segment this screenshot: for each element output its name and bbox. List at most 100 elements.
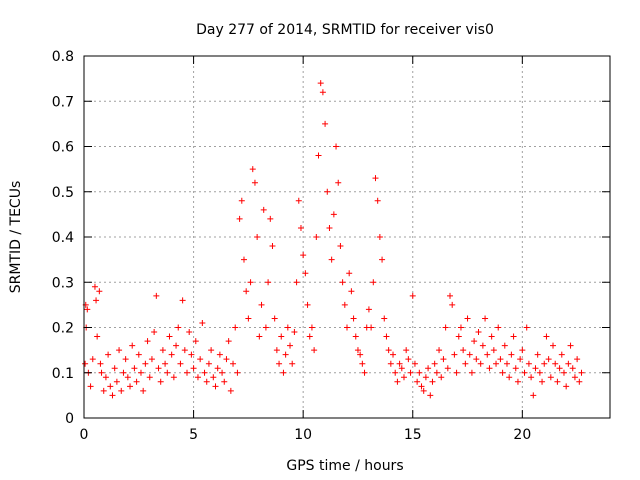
x-axis-label: GPS time / hours (286, 458, 403, 474)
data-point (232, 324, 239, 331)
data-point (381, 315, 388, 322)
data-point (429, 378, 436, 385)
data-point (578, 369, 585, 376)
data-point (140, 387, 147, 394)
data-point (387, 360, 394, 367)
data-point (93, 297, 100, 304)
data-point (113, 378, 120, 385)
data-point (306, 333, 313, 340)
data-point (354, 347, 361, 354)
data-point (170, 374, 177, 381)
data-point (550, 342, 557, 349)
data-point (339, 279, 346, 286)
data-point (464, 315, 471, 322)
data-point (541, 360, 548, 367)
data-point (227, 387, 234, 394)
data-point (199, 319, 206, 326)
data-point (394, 378, 401, 385)
data-point (444, 365, 451, 372)
data-point (311, 347, 318, 354)
data-point (574, 356, 581, 363)
data-point (82, 360, 89, 367)
data-point (291, 329, 298, 336)
data-point (295, 197, 302, 204)
data-point (203, 378, 210, 385)
data-point (425, 365, 432, 372)
y-axis-label: SRMTID / TECUs (8, 181, 24, 294)
data-point (221, 378, 228, 385)
data-point (87, 383, 94, 390)
data-point (271, 315, 278, 322)
data-point (179, 297, 186, 304)
data-point (398, 365, 405, 372)
data-point (254, 234, 261, 240)
data-point (188, 351, 195, 358)
data-point (155, 365, 162, 372)
data-point (135, 351, 142, 358)
data-point (120, 369, 127, 376)
data-point (190, 365, 197, 372)
data-point (245, 315, 252, 322)
data-point (122, 356, 129, 363)
data-point (201, 369, 208, 376)
x-tick-label: 20 (513, 427, 531, 443)
data-point (370, 279, 377, 286)
data-point (297, 224, 304, 231)
data-point (407, 369, 414, 376)
data-point (372, 175, 379, 182)
y-tick-label: 0.4 (52, 230, 74, 246)
y-tick-label: 0.5 (52, 185, 74, 201)
data-point (488, 333, 495, 340)
data-point (168, 351, 175, 358)
data-point (422, 374, 429, 381)
data-point (262, 324, 269, 331)
data-point (216, 351, 223, 358)
data-point (390, 351, 397, 358)
grid-lines (84, 56, 610, 418)
data-point (554, 378, 561, 385)
data-point (124, 374, 131, 381)
data-point (453, 369, 460, 376)
data-point (105, 351, 112, 358)
data-point (344, 324, 350, 331)
data-point (451, 351, 458, 358)
data-point (571, 374, 578, 381)
data-point (482, 315, 489, 322)
data-points (82, 80, 585, 399)
data-point (166, 333, 173, 340)
y-tick-label: 0.7 (52, 94, 74, 110)
data-point (335, 179, 342, 186)
data-point (278, 333, 285, 340)
data-point (159, 347, 166, 354)
data-point (484, 351, 491, 358)
data-point (116, 347, 123, 354)
data-point (153, 292, 160, 299)
data-point (523, 324, 530, 331)
data-point (240, 256, 247, 263)
data-point (525, 360, 532, 367)
y-tick-label: 0.3 (52, 275, 74, 291)
data-point (280, 369, 287, 376)
data-point (514, 378, 521, 385)
data-point (146, 374, 153, 381)
data-point (173, 342, 180, 349)
data-point (392, 369, 399, 376)
data-point (385, 347, 392, 354)
data-point (440, 356, 447, 363)
data-point (473, 356, 480, 363)
data-point (293, 279, 300, 286)
data-point (236, 215, 243, 222)
data-point (269, 243, 276, 250)
data-point (455, 333, 462, 340)
data-point (462, 360, 469, 367)
data-point (319, 89, 326, 96)
data-point (315, 152, 322, 159)
data-point (322, 120, 329, 127)
data-point (230, 360, 237, 367)
data-point (427, 392, 434, 399)
data-point (536, 369, 543, 376)
data-point (225, 338, 232, 345)
data-point (433, 369, 440, 376)
data-point (400, 374, 407, 381)
